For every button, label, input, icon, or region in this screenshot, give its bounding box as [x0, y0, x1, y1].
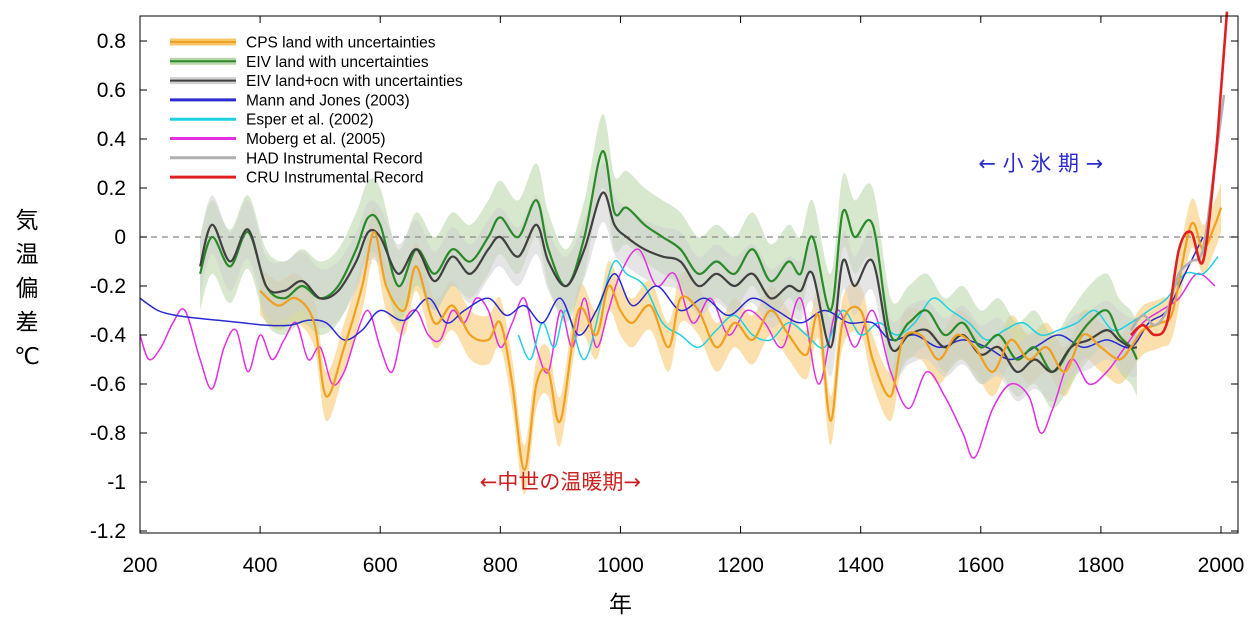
- y-tick-label: -1.2: [90, 520, 126, 543]
- legend: CPS land with uncertainties EIV land with…: [170, 35, 463, 187]
- series-lines: [139, 11, 1229, 471]
- series-line-moberg-et-al-2005: [139, 248, 1216, 459]
- y-tick-label: 0.4: [97, 128, 127, 151]
- legend-label: CPS land with uncertainties: [246, 35, 436, 52]
- x-tick-label: 1800: [1078, 554, 1125, 577]
- y-tick-label: 0: [114, 226, 126, 249]
- legend-item: Mann and Jones (2003): [170, 92, 410, 109]
- x-tick-label: 1400: [837, 554, 884, 577]
- y-tick-label: 0.6: [97, 79, 126, 102]
- y-tick-label: 0.8: [97, 30, 126, 53]
- axis-ticks: 200 400 600 800 1000 1200 1400 1600 1800 2000 0.8 0…: [90, 16, 1245, 577]
- legend-label: Moberg et al. (2005): [246, 131, 386, 148]
- y-tick-label: -0.4: [90, 324, 127, 347]
- legend-label: Esper et al. (2002): [246, 112, 374, 129]
- series-line-cps-land-with-uncertainties: [259, 207, 1223, 471]
- legend-item: HAD Instrumental Record: [170, 150, 423, 167]
- band-cps-land-with-uncertainties: [260, 183, 1222, 495]
- y-tick-label: -1: [107, 471, 126, 494]
- y-axis-title-char: 温: [16, 242, 39, 268]
- little-ice-age-label: ← 小 氷 期 →: [978, 152, 1103, 176]
- x-tick-label: 400: [243, 554, 278, 577]
- legend-item: Moberg et al. (2005): [170, 131, 386, 148]
- y-axis-title-char: ℃: [14, 344, 40, 370]
- x-tick-label: 1200: [717, 554, 764, 577]
- x-tick-label: 800: [483, 554, 518, 577]
- y-tick-label: -0.8: [90, 422, 126, 445]
- y-axis-title-char: 偏: [16, 276, 39, 302]
- series-line-eiv-land-ocn-with-uncertainties: [199, 191, 1138, 373]
- x-tick-label: 1000: [597, 554, 644, 577]
- legend-item: CPS land with uncertainties: [170, 35, 436, 52]
- legend-label: EIV land+ocn with uncertainties: [246, 73, 463, 90]
- legend-label: CRU Instrumental Record: [246, 170, 423, 187]
- series-line-esper-et-al-2002: [517, 256, 1219, 361]
- medieval-warm-period-label: ←中世の温暖期→: [480, 470, 641, 494]
- y-tick-label: 0.2: [97, 177, 126, 200]
- plot-frame: [139, 15, 1239, 534]
- x-tick-label: 200: [122, 554, 157, 577]
- legend-label: HAD Instrumental Record: [246, 150, 423, 167]
- y-tick-label: -0.2: [90, 275, 126, 298]
- y-axis-title-char: 気: [16, 208, 39, 234]
- legend-item: Esper et al. (2002): [170, 112, 374, 129]
- legend-item: EIV land with uncertainties: [170, 54, 429, 71]
- x-tick-label: 600: [363, 554, 398, 577]
- series-line-eiv-land-with-uncertainties: [199, 150, 1138, 373]
- y-axis-title: 気温偏差 ℃: [14, 208, 40, 370]
- x-axis-title: 年: [609, 592, 632, 618]
- legend-label: EIV land with uncertainties: [246, 54, 429, 71]
- annotations: ←中世の温暖期→ ← 小 氷 期 →: [480, 152, 1103, 495]
- x-tick-label: 1600: [957, 554, 1004, 577]
- series-line-cru-instrumental-record: [1130, 11, 1229, 337]
- legend-label: Mann and Jones (2003): [246, 92, 410, 109]
- legend-item: CRU Instrumental Record: [170, 170, 423, 187]
- legend-item: EIV land+ocn with uncertainties: [170, 73, 463, 90]
- x-tick-label: 2000: [1198, 554, 1245, 577]
- axis-titles: 年 気温偏差 ℃: [14, 208, 632, 618]
- y-axis-title-char: 差: [16, 310, 39, 336]
- y-tick-label: -0.6: [90, 373, 126, 396]
